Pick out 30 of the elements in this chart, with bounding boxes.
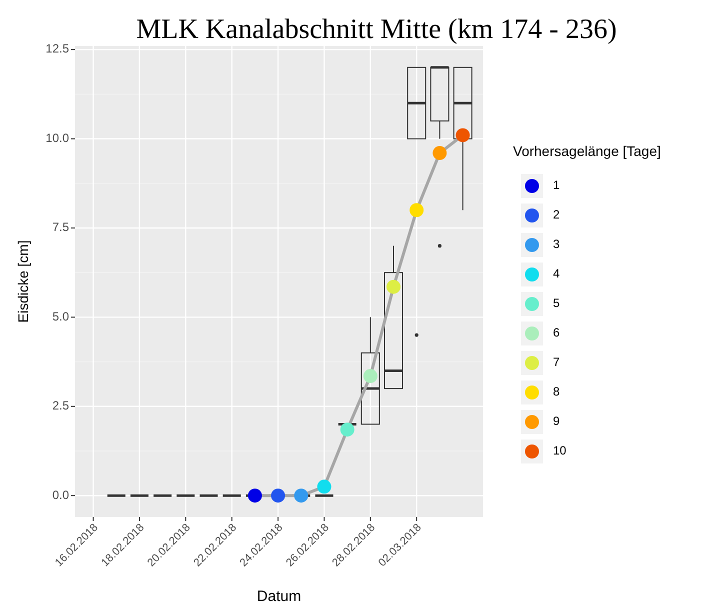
chart-title: MLK Kanalabschnitt Mitte (km 174 - 236): [136, 14, 617, 45]
point: [317, 480, 332, 494]
y-tick-label: 2.5: [52, 398, 70, 413]
point: [363, 369, 378, 384]
x-axis-title: Datum: [256, 588, 302, 605]
legend-label: 4: [553, 266, 560, 281]
legend-label: 10: [553, 444, 567, 458]
legend-label: 6: [553, 326, 560, 340]
point: [271, 488, 286, 503]
y-tick-label: 5.0: [52, 309, 70, 324]
y-tick-label: 7.5: [52, 220, 70, 234]
y-tick-label: 12.5: [46, 42, 70, 56]
point: [294, 488, 308, 503]
legend-label: 8: [553, 384, 560, 399]
y-tick-label: 0.0: [52, 488, 70, 502]
legend-label: 5: [553, 296, 560, 310]
y-axis-title: Eisdicke [cm]: [15, 240, 31, 323]
point: [248, 488, 262, 503]
point: [340, 422, 354, 437]
legend-label: 9: [553, 414, 560, 428]
legend-title: Vorhersagelänge [Tage]: [513, 143, 661, 159]
point: [410, 203, 424, 218]
legend-label: 2: [553, 208, 560, 222]
legend-label: 3: [553, 237, 560, 252]
point: [386, 280, 401, 294]
point: [432, 146, 447, 160]
point: [456, 128, 470, 142]
legend-label: 1: [553, 178, 560, 192]
legend-label: 7: [553, 355, 560, 370]
y-tick-label: 10.0: [46, 130, 70, 145]
